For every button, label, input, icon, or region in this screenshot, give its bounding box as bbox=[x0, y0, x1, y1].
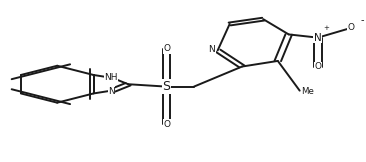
Text: O: O bbox=[347, 23, 354, 33]
Text: N: N bbox=[208, 45, 215, 54]
Text: O: O bbox=[314, 62, 321, 71]
Text: N: N bbox=[108, 87, 115, 96]
Text: +: + bbox=[323, 25, 329, 31]
Text: S: S bbox=[163, 80, 171, 93]
Text: -: - bbox=[361, 15, 365, 25]
Text: NH: NH bbox=[104, 73, 117, 82]
Text: Me: Me bbox=[301, 87, 314, 96]
Text: O: O bbox=[163, 120, 170, 129]
Text: O: O bbox=[163, 44, 170, 53]
Text: N: N bbox=[314, 33, 322, 43]
